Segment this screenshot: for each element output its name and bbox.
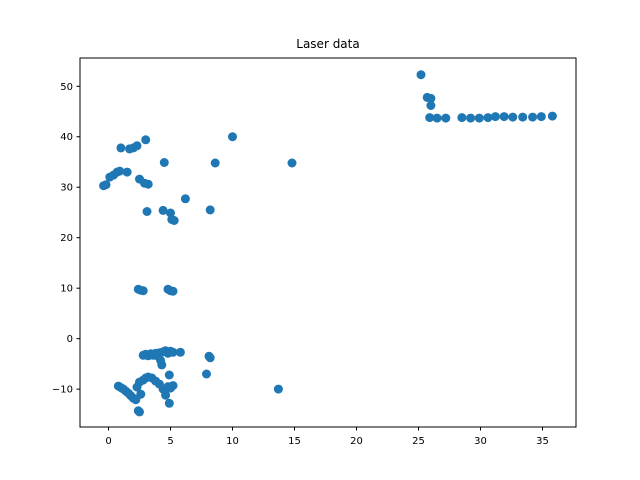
y-tick-label-0: −10	[52, 385, 73, 396]
data-point-28	[138, 286, 148, 296]
y-tick-label-2: 10	[60, 284, 73, 295]
x-tick-label-4: 20	[350, 436, 363, 447]
data-point-17	[159, 158, 169, 167]
data-point-14	[141, 135, 151, 145]
data-point-74	[164, 398, 174, 408]
x-tick-label-3: 15	[288, 436, 301, 447]
data-point-85	[457, 113, 467, 123]
data-point-84	[441, 113, 451, 123]
data-point-88	[483, 113, 493, 123]
x-tick-label-2: 10	[226, 436, 239, 447]
data-point-70	[161, 390, 171, 400]
data-point-15	[142, 207, 152, 216]
data-point-83	[432, 113, 442, 123]
data-point-76	[135, 407, 144, 417]
x-tick-label-0: 0	[105, 436, 111, 447]
data-point-62	[136, 389, 146, 399]
data-point-90	[499, 112, 509, 122]
plot-frame	[79, 57, 577, 428]
data-point-91	[508, 112, 518, 122]
y-tick-label-6: 50	[60, 82, 73, 93]
y-tick-label-3: 20	[60, 233, 73, 244]
data-point-82	[425, 113, 435, 123]
data-point-89	[490, 112, 500, 122]
data-point-78	[416, 70, 426, 80]
data-point-20	[169, 216, 179, 225]
data-point-7	[122, 167, 132, 177]
data-point-41	[157, 360, 167, 370]
y-tick-label-5: 40	[60, 132, 73, 143]
data-point-5	[115, 166, 125, 176]
data-point-13	[143, 179, 153, 189]
data-point-49	[205, 353, 215, 363]
data-point-81	[426, 101, 436, 110]
data-point-51	[202, 369, 211, 379]
data-point-94	[536, 112, 546, 122]
x-axis: 0 5 10 15 20 25 30 35	[105, 427, 549, 447]
data-point-1	[101, 180, 111, 190]
data-point-47	[175, 347, 185, 357]
chart-title: Laser data	[296, 37, 359, 51]
y-axis: −10 0 10 20 30 40 50	[52, 82, 80, 396]
data-point-31	[168, 286, 178, 296]
data-point-93	[528, 112, 538, 122]
data-point-77	[273, 384, 283, 394]
data-point-50	[164, 370, 174, 380]
x-tick-label-1: 5	[167, 436, 173, 447]
data-point-10	[132, 141, 142, 151]
data-point-22	[205, 205, 215, 215]
data-point-86	[466, 113, 476, 123]
data-point-16	[158, 205, 168, 215]
data-point-92	[518, 112, 528, 122]
y-tick-label-1: 0	[67, 334, 73, 345]
data-point-46	[168, 347, 178, 357]
data-point-95	[547, 111, 557, 121]
data-point-21	[180, 194, 190, 204]
points-layer	[99, 70, 557, 417]
data-point-6	[116, 143, 126, 153]
data-point-23	[210, 158, 220, 168]
data-point-24	[228, 132, 237, 142]
x-tick-label-6: 30	[474, 436, 487, 447]
data-point-87	[474, 113, 484, 123]
y-tick-label-4: 30	[60, 183, 73, 194]
data-point-80	[426, 93, 436, 103]
x-tick-label-5: 25	[412, 436, 425, 447]
data-point-73	[168, 381, 178, 391]
x-tick-label-7: 35	[536, 436, 549, 447]
data-point-25	[287, 158, 297, 168]
